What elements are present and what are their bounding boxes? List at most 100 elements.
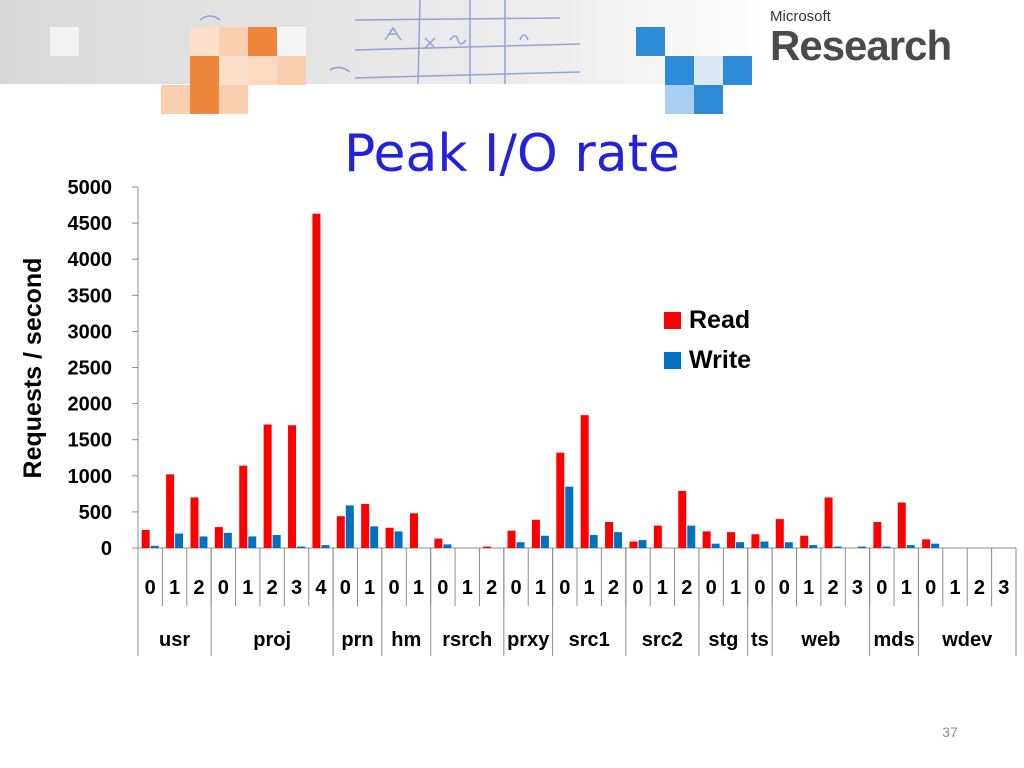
group-label-prxy: prxy (507, 629, 550, 651)
bar-write-prxy-1 (540, 535, 549, 548)
chart-title: Peak I/O rate (344, 124, 680, 184)
bar-write-mds-1 (906, 545, 915, 548)
y-tick-label: 3000 (68, 321, 113, 343)
x-tick-label: 1 (413, 577, 424, 599)
x-tick-label: 3 (998, 577, 1009, 599)
bar-write-web-3 (857, 546, 866, 548)
bar-read-proj-1 (239, 465, 248, 548)
bar-read-usr-1 (166, 474, 175, 548)
y-tick-label: 4000 (68, 249, 113, 271)
bar-read-proj-2 (263, 424, 272, 548)
x-tick-label: 1 (803, 577, 814, 599)
x-tick-label: 2 (974, 577, 985, 599)
bar-write-prxy-0 (516, 542, 525, 548)
bar-write-proj-0 (223, 532, 232, 548)
bar-read-proj-4 (312, 213, 321, 549)
x-tick-label: 4 (315, 577, 327, 599)
x-tick-label: 2 (193, 577, 204, 599)
bar-write-stg-1 (736, 542, 745, 548)
x-tick-label: 1 (462, 577, 473, 599)
bar-write-usr-0 (150, 545, 159, 548)
group-label-stg: stg (708, 629, 738, 651)
x-tick-label: 0 (389, 577, 400, 599)
bar-read-src1-2 (605, 522, 614, 548)
bar-read-stg-1 (727, 532, 736, 548)
x-tick-label: 0 (779, 577, 790, 599)
x-tick-label: 0 (559, 577, 570, 599)
slide-header: Microsoft Research (0, 0, 1024, 114)
bar-read-rsrch-2 (483, 546, 492, 548)
bar-write-usr-1 (175, 533, 184, 548)
bar-write-src1-2 (614, 532, 623, 548)
y-tick-label: 5000 (68, 177, 113, 199)
bar-read-mds-1 (897, 502, 906, 548)
y-tick-label: 2500 (68, 358, 113, 380)
x-tick-label: 1 (535, 577, 546, 599)
group-label-usr: usr (159, 629, 190, 651)
group-label-ts: ts (751, 629, 769, 651)
x-tick-label: 1 (364, 577, 375, 599)
x-tick-label: 1 (730, 577, 741, 599)
x-tick-label: 3 (291, 577, 302, 599)
bar-read-src2-0 (629, 541, 638, 548)
bar-write-stg-0 (711, 543, 720, 548)
x-tick-label: 2 (486, 577, 497, 599)
x-tick-label: 0 (437, 577, 448, 599)
bar-read-src2-1 (653, 525, 662, 548)
bar-write-mds-0 (882, 546, 891, 548)
legend-item-write: Write (664, 340, 751, 380)
group-label-mds: mds (873, 629, 914, 651)
legend-swatch-read (664, 311, 681, 329)
bar-read-web-1 (800, 535, 809, 548)
group-label-rsrch: rsrch (442, 629, 492, 651)
x-tick-label: 1 (242, 577, 253, 599)
bar-write-web-0 (784, 542, 793, 548)
bar-write-usr-2 (199, 536, 208, 548)
group-label-src2: src2 (642, 629, 683, 651)
group-label-hm: hm (391, 629, 421, 651)
bar-read-src1-1 (580, 415, 589, 548)
bar-read-proj-0 (214, 527, 223, 548)
x-tick-label: 0 (754, 577, 765, 599)
x-tick-label: 2 (828, 577, 839, 599)
legend-label-read: Read (689, 305, 751, 334)
bar-read-usr-0 (141, 529, 150, 548)
x-tick-label: 1 (169, 577, 180, 599)
y-axis-title: Requests / second (19, 258, 47, 479)
bar-read-prn-0 (336, 516, 345, 548)
y-tick-label: 3500 (68, 285, 113, 307)
page-number: 37 (942, 724, 958, 740)
y-tick-label: 4500 (68, 213, 113, 235)
bar-read-wdev-0 (922, 539, 931, 548)
x-tick-label: 0 (706, 577, 717, 599)
bar-read-rsrch-0 (434, 538, 443, 548)
bar-write-hm-0 (394, 531, 403, 548)
x-tick-label: 2 (608, 577, 619, 599)
bar-write-ts-0 (760, 541, 769, 548)
bar-read-ts-0 (751, 534, 760, 548)
bar-write-rsrch-0 (443, 544, 452, 548)
bar-read-mds-0 (873, 522, 882, 548)
x-tick-label: 0 (340, 577, 351, 599)
bar-write-proj-1 (248, 536, 257, 548)
legend-swatch-write (664, 351, 681, 369)
bar-write-web-1 (809, 545, 818, 548)
bar-read-web-2 (824, 497, 833, 548)
x-tick-label: 0 (145, 577, 156, 599)
group-label-prn: prn (341, 629, 373, 651)
y-tick-label: 1500 (68, 430, 113, 452)
x-tick-label: 3 (852, 577, 863, 599)
y-tick-label: 500 (79, 502, 112, 524)
group-label-proj: proj (253, 629, 291, 651)
bar-read-prn-1 (361, 503, 370, 548)
y-tick-label: 1000 (68, 466, 113, 488)
group-label-src1: src1 (569, 629, 610, 651)
bar-write-src1-0 (565, 486, 574, 548)
bar-write-proj-3 (297, 546, 306, 548)
bar-read-usr-2 (190, 497, 199, 548)
bar-read-src2-2 (678, 490, 687, 548)
header-banner (0, 0, 1024, 114)
legend-item-read: Read (664, 300, 751, 340)
bar-write-src1-1 (589, 535, 598, 548)
